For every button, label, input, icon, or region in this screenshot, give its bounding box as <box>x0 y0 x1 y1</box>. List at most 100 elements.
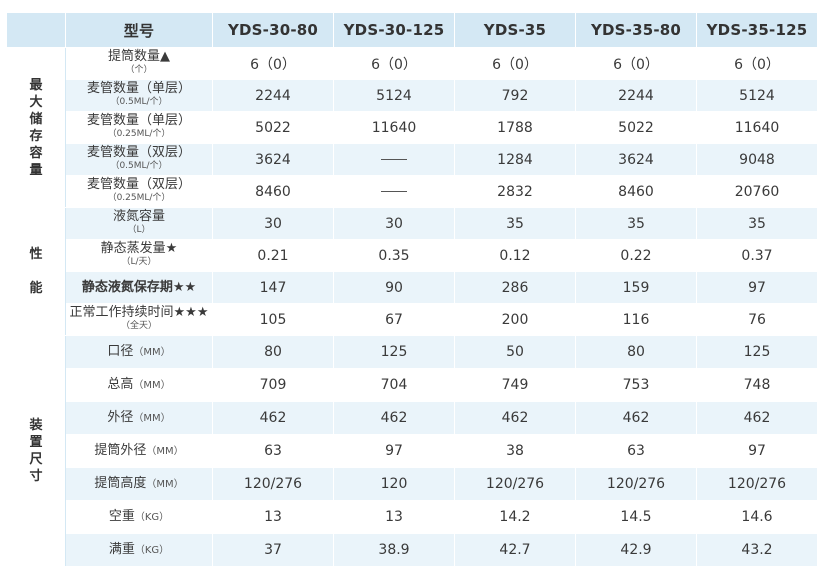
row-label: 总高（MM） <box>65 368 213 402</box>
table-cell: 8460 <box>575 175 697 208</box>
table-cell: 5022 <box>212 111 334 144</box>
table-cell: 0.21 <box>212 239 334 272</box>
table-cell: 8460 <box>212 175 334 208</box>
table-row: 麦管数量（双层） （0.5ML/个） 3624 1284 3624 9048 <box>7 143 818 176</box>
row-label: 提筒高度（MM） <box>65 467 213 501</box>
table-cell: 120/276 <box>454 467 576 501</box>
table-cell: 37 <box>212 533 334 567</box>
group-label-performance: 性能 <box>6 207 66 336</box>
table-cell: 200 <box>454 303 576 336</box>
table-cell: 76 <box>696 303 818 336</box>
table-cell: 462 <box>696 401 818 435</box>
row-label: 麦管数量（单层） （0.5ML/个） <box>65 79 213 112</box>
row-label: 提筒数量▲ （个） <box>65 47 213 80</box>
model-column-header: YDS-35-80 <box>575 12 697 48</box>
spec-table-container: 型号 YDS-30-80 YDS-30-125 YDS-35 YDS-35-80… <box>6 12 833 567</box>
table-cell: 462 <box>454 401 576 435</box>
table-row: 正常工作持续时间★★★ （全天） 105 67 200 116 76 <box>7 303 818 336</box>
table-cell: 120/276 <box>575 467 697 501</box>
table-cell: 80 <box>212 335 334 369</box>
table-cell-empty <box>333 143 455 176</box>
table-cell: 0.12 <box>454 239 576 272</box>
table-row: 静态蒸发量★ （L/天） 0.21 0.35 0.12 0.22 0.37 <box>7 239 818 272</box>
table-cell: 13 <box>333 500 455 534</box>
table-cell: 97 <box>333 434 455 468</box>
table-row: 最大储存容量 提筒数量▲ （个） 6（0） 6（0） 6（0） 6（0） 6（0… <box>6 47 818 208</box>
table-row: 装置尺寸 口径（MM） 80 125 50 80 125 <box>6 335 818 567</box>
table-cell: 748 <box>696 368 818 402</box>
table-cell: 0.35 <box>333 239 455 272</box>
table-row: 麦管数量（单层） （0.25ML/个） 5022 11640 1788 5022… <box>7 111 818 144</box>
header-corner-cell <box>6 12 66 48</box>
table-cell: 9048 <box>696 143 818 176</box>
table-cell: 43.2 <box>696 533 818 567</box>
table-cell: 35 <box>575 207 697 240</box>
table-cell: 13 <box>212 500 334 534</box>
table-cell: 11640 <box>696 111 818 144</box>
table-cell: 2244 <box>212 79 334 112</box>
table-cell: 462 <box>212 401 334 435</box>
table-cell: 125 <box>333 335 455 369</box>
table-cell: 462 <box>575 401 697 435</box>
row-label: 静态蒸发量★ （L/天） <box>65 239 213 272</box>
table-cell: 792 <box>454 79 576 112</box>
table-cell: 42.7 <box>454 533 576 567</box>
table-cell: 35 <box>454 207 576 240</box>
table-cell: 6（0） <box>575 47 697 80</box>
row-label: 正常工作持续时间★★★ （全天） <box>65 303 213 336</box>
group-label-storage: 最大储存容量 <box>6 47 66 208</box>
table-row: 空重（KG） 13 13 14.2 14.5 14.6 <box>7 500 818 534</box>
table-cell: 5124 <box>696 79 818 112</box>
table-cell: 0.22 <box>575 239 697 272</box>
table-cell: 3624 <box>575 143 697 176</box>
table-cell: 97 <box>696 434 818 468</box>
table-row: 麦管数量（单层） （0.5ML/个） 2244 5124 792 2244 51… <box>7 79 818 112</box>
table-cell: 749 <box>454 368 576 402</box>
row-label: 满重（KG） <box>65 533 213 567</box>
table-cell: 20760 <box>696 175 818 208</box>
table-row: 静态液氮保存期★★ 147 90 286 159 97 <box>7 271 818 304</box>
table-cell: 753 <box>575 368 697 402</box>
table-cell: 120/276 <box>212 467 334 501</box>
table-cell: 38 <box>454 434 576 468</box>
table-cell-empty <box>333 175 455 208</box>
table-cell: 116 <box>575 303 697 336</box>
table-cell: 125 <box>696 335 818 369</box>
table-cell: 105 <box>212 303 334 336</box>
model-column-header: YDS-35-125 <box>696 12 818 48</box>
dash-mark <box>381 159 407 160</box>
table-row: 提筒外径（MM） 63 97 38 63 97 <box>7 434 818 468</box>
table-cell: 3624 <box>212 143 334 176</box>
table-cell: 63 <box>575 434 697 468</box>
table-cell: 35 <box>696 207 818 240</box>
table-row: 提筒高度（MM） 120/276 120 120/276 120/276 120… <box>7 467 818 501</box>
table-cell: 11640 <box>333 111 455 144</box>
table-cell: 67 <box>333 303 455 336</box>
table-row: 麦管数量（双层） （0.25ML/个） 8460 2832 8460 20760 <box>7 175 818 208</box>
table-row: 外径（MM） 462 462 462 462 462 <box>7 401 818 435</box>
model-header: 型号 <box>65 12 213 48</box>
table-cell: 286 <box>454 271 576 304</box>
table-cell: 42.9 <box>575 533 697 567</box>
row-label: 空重（KG） <box>65 500 213 534</box>
table-cell: 50 <box>454 335 576 369</box>
table-cell: 147 <box>212 271 334 304</box>
header-row: 型号 YDS-30-80 YDS-30-125 YDS-35 YDS-35-80… <box>6 12 818 48</box>
table-cell: 63 <box>212 434 334 468</box>
table-cell: 30 <box>333 207 455 240</box>
table-cell: 709 <box>212 368 334 402</box>
table-cell: 2244 <box>575 79 697 112</box>
table-cell: 1788 <box>454 111 576 144</box>
table-cell: 6（0） <box>454 47 576 80</box>
table-cell: 0.37 <box>696 239 818 272</box>
table-cell: 6（0） <box>696 47 818 80</box>
table-cell: 120 <box>333 467 455 501</box>
table-cell: 1284 <box>454 143 576 176</box>
table-row: 满重（KG） 37 38.9 42.7 42.9 43.2 <box>7 533 818 567</box>
model-column-header: YDS-30-125 <box>333 12 455 48</box>
table-cell: 462 <box>333 401 455 435</box>
row-label: 静态液氮保存期★★ <box>65 271 213 304</box>
model-column-header: YDS-30-80 <box>212 12 334 48</box>
table-cell: 120/276 <box>696 467 818 501</box>
table-cell: 159 <box>575 271 697 304</box>
